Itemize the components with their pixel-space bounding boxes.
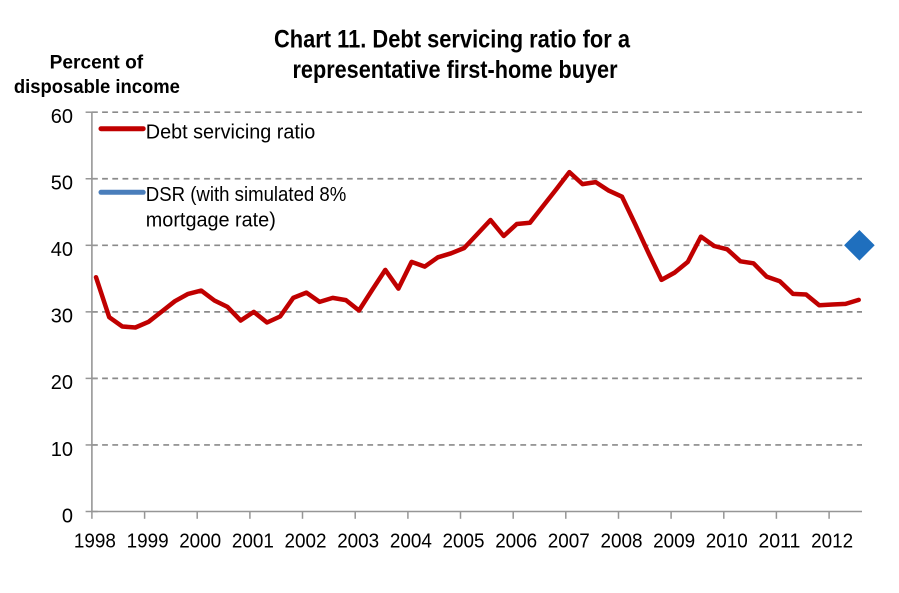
- svg-text:2000: 2000: [179, 530, 221, 552]
- svg-text:10: 10: [51, 439, 73, 461]
- svg-text:1999: 1999: [127, 530, 169, 552]
- svg-text:2004: 2004: [390, 530, 432, 552]
- svg-text:2008: 2008: [601, 530, 643, 552]
- svg-text:60: 60: [51, 106, 73, 128]
- svg-text:20: 20: [51, 372, 73, 394]
- svg-text:2003: 2003: [337, 530, 379, 552]
- svg-text:1998: 1998: [74, 530, 116, 552]
- svg-text:2011: 2011: [758, 530, 800, 552]
- svg-text:disposable income: disposable income: [14, 77, 180, 98]
- svg-text:2009: 2009: [653, 530, 695, 552]
- svg-text:DSR (with simulated 8%: DSR (with simulated 8%: [146, 183, 346, 206]
- svg-text:Percent of: Percent of: [50, 53, 144, 74]
- svg-text:2012: 2012: [811, 530, 853, 552]
- svg-text:50: 50: [51, 173, 73, 195]
- svg-text:mortgage rate): mortgage rate): [146, 208, 276, 231]
- svg-text:2007: 2007: [548, 530, 590, 552]
- svg-text:Chart 11. Debt servicing ratio: Chart 11. Debt servicing ratio for a: [274, 26, 631, 54]
- svg-text:2002: 2002: [285, 530, 327, 552]
- svg-text:2010: 2010: [706, 530, 748, 552]
- svg-text:2001: 2001: [232, 530, 274, 552]
- svg-text:Debt servicing ratio: Debt servicing ratio: [146, 121, 315, 144]
- svg-text:2006: 2006: [495, 530, 537, 552]
- svg-text:representative first-home buye: representative first-home buyer: [293, 56, 618, 84]
- svg-text:0: 0: [62, 505, 73, 527]
- svg-text:30: 30: [51, 306, 73, 328]
- svg-text:40: 40: [51, 239, 73, 261]
- svg-text:2005: 2005: [443, 530, 485, 552]
